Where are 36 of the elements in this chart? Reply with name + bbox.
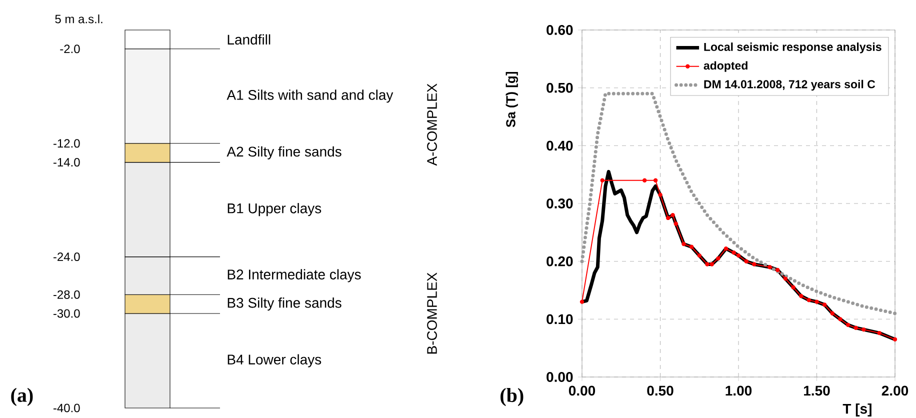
- y-tick-label: 0.20: [546, 256, 573, 266]
- x-axis-title: T [s]: [842, 403, 872, 416]
- y-tick-label: -2.0: [60, 44, 80, 54]
- y-tick-label: 0.10: [546, 314, 573, 324]
- y-tick-label: 0.50: [546, 82, 573, 93]
- text: (a): [11, 388, 33, 406]
- legend-label: B3 Silty fine sands: [228, 298, 342, 311]
- legend-label: Landfill: [228, 34, 270, 45]
- y-axis-title: 5 m a.s.l.: [55, 14, 102, 24]
- x-tick-label: 2.00: [882, 386, 908, 396]
- y-tick-label: 0.60: [546, 25, 573, 35]
- legend-label: A2 Silty fine sands: [226, 146, 342, 160]
- text: B1 Upper clays: [228, 203, 322, 216]
- text: B4 Lower clays: [228, 354, 322, 368]
- text: B2 Intermediate clays: [228, 269, 361, 282]
- y-tick-label: -40.0: [53, 404, 80, 412]
- y-tick-label: -14.0: [53, 158, 80, 167]
- text: (b): [500, 388, 524, 406]
- y-tick-label: -12.0: [53, 139, 80, 148]
- x-tick-label: 0.00: [568, 386, 596, 396]
- y-tick-label: 0.30: [546, 198, 573, 208]
- text: B-COMPLEX: [427, 272, 437, 354]
- x-tick-label: 0.50: [647, 386, 674, 396]
- y-tick-label: 0.40: [546, 140, 573, 151]
- legend-label: adopted: [704, 61, 748, 72]
- legend-label: DM 14.01.2008, 712 years soil C: [704, 80, 876, 91]
- text: A-COMPLEX: [427, 84, 437, 166]
- y-tick-label: 0.00: [546, 372, 573, 382]
- y-tick-label: -24.0: [53, 252, 80, 262]
- y-tick-label: -28.0: [53, 290, 80, 299]
- x-tick-label: 1.00: [726, 386, 752, 396]
- legend-label: Local seismic response analysis: [704, 42, 882, 54]
- y-axis-title: Sa (T) [g]: [506, 72, 518, 128]
- y-tick-label: -30.0: [53, 309, 80, 318]
- text: A1 Silts with sand and clay: [226, 90, 394, 103]
- x-tick-label: 1.50: [804, 386, 830, 396]
